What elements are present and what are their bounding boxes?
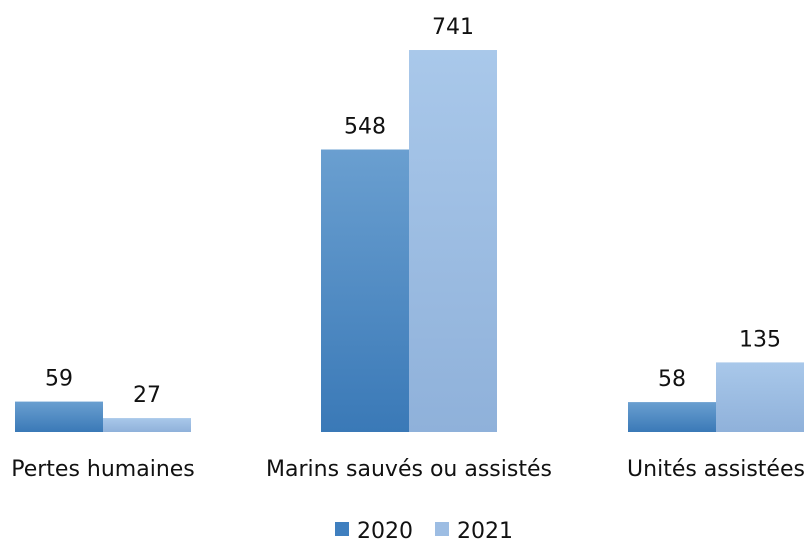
data-label-2020-2: 58 (658, 367, 686, 392)
category-label-1: Marins sauvés ou assistés (266, 457, 552, 482)
bar-2020-2 (628, 402, 716, 432)
bars-layer (15, 50, 804, 433)
data-label-2020-1: 548 (344, 115, 386, 140)
legend-swatch-2021 (435, 522, 449, 536)
legend-label-2020: 2020 (357, 519, 413, 544)
data-labels-layer: 59 27 548 741 58 135 (45, 15, 781, 408)
legend-swatch-2020 (335, 522, 349, 536)
data-label-2020-0: 59 (45, 367, 73, 392)
category-label-2: Unités assistées (627, 457, 805, 482)
data-label-2021-2: 135 (739, 327, 781, 352)
bar-2020-0 (15, 401, 103, 432)
bar-2021-1 (409, 50, 497, 433)
bar-2021-0 (103, 418, 191, 432)
data-label-2021-0: 27 (133, 383, 161, 408)
legend: 2020 2021 (335, 519, 513, 544)
data-label-2021-1: 741 (432, 15, 474, 40)
category-label-0: Pertes humaines (11, 457, 195, 482)
bar-2021-2 (716, 362, 804, 432)
bar-2020-1 (321, 149, 409, 433)
x-axis: Pertes humaines Marins sauvés ou assistés… (11, 457, 805, 482)
legend-label-2021: 2021 (457, 519, 513, 544)
